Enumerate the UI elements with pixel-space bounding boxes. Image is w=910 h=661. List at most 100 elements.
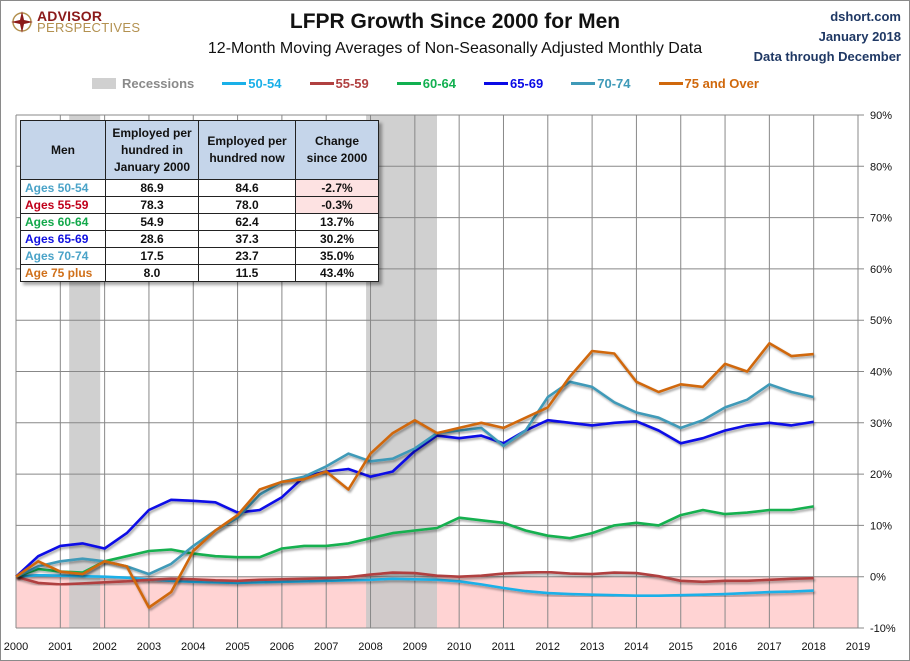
- table-row: Ages 65-69 28.6 37.3 30.2%: [20, 230, 379, 248]
- x-tick-label: 2015: [668, 641, 692, 653]
- legend-swatch: [309, 82, 334, 85]
- legend-item: 50-54: [222, 76, 282, 91]
- x-tick-label: 2016: [713, 641, 737, 653]
- x-tick-label: 2011: [492, 641, 516, 653]
- table-cell-now: 84.6: [198, 179, 296, 197]
- x-tick-label: 2013: [580, 641, 604, 653]
- y-tick-label: 0%: [870, 572, 886, 584]
- source-site: dshort.com: [830, 9, 901, 24]
- series-line-55-59: [15, 570, 814, 586]
- legend-item: 75 and Over: [658, 76, 759, 91]
- y-tick-label: 90%: [870, 110, 892, 122]
- x-tick-label: 2001: [48, 641, 72, 653]
- legend-swatch: [396, 82, 421, 85]
- table-cell-label: Ages 50-54: [20, 179, 106, 197]
- series-line-60-64: [15, 505, 814, 578]
- legend-swatch: [658, 82, 683, 85]
- legend-swatch: [571, 82, 596, 85]
- table-cell-change: 30.2%: [295, 230, 379, 248]
- chart-legend: Recessions 50-54 55-59 60-64 65-69 70-74 75 a…: [92, 76, 787, 91]
- y-tick-label: 60%: [870, 264, 892, 276]
- table-header-now: Employed per hundred now: [198, 120, 296, 180]
- x-tick-label: 2017: [757, 641, 781, 653]
- legend-item-recessions: Recessions: [92, 76, 194, 91]
- x-tick-label: 2019: [846, 641, 870, 653]
- series-line-70-74: [15, 380, 814, 578]
- x-tick-label: 2005: [225, 641, 249, 653]
- table-cell-label: Ages 70-74: [20, 247, 106, 265]
- legend-swatch-recessions: [92, 78, 116, 89]
- legend-item: 65-69: [484, 76, 543, 91]
- table-cell-change: -2.7%: [295, 179, 379, 197]
- y-tick-label: 50%: [870, 315, 892, 327]
- table-header-change: Change since 2000: [295, 120, 379, 180]
- y-tick-label: 10%: [870, 520, 892, 532]
- logo-line2: PERSPECTIVES: [37, 20, 141, 35]
- legend-label: 65-69: [510, 76, 544, 91]
- y-tick-label: 30%: [870, 418, 892, 430]
- chart-title: LFPR Growth Since 2000 for Men: [289, 10, 621, 33]
- legend-label: 55-59: [335, 76, 369, 91]
- x-tick-label: 2000: [4, 641, 28, 653]
- x-tick-label: 2004: [181, 641, 205, 653]
- table-cell-now: 78.0: [198, 196, 296, 214]
- table-cell-jan2000: 54.9: [105, 213, 199, 231]
- summary-table: Men Employed per hundred in January 2000…: [20, 120, 379, 282]
- compass-icon: [10, 10, 34, 34]
- legend-label: 75 and Over: [684, 76, 759, 91]
- table-cell-label: Ages 65-69: [20, 230, 106, 248]
- y-tick-label: 40%: [870, 367, 892, 379]
- table-cell-change: 13.7%: [295, 213, 379, 231]
- x-tick-label: 2009: [403, 641, 427, 653]
- x-tick-label: 2010: [447, 641, 471, 653]
- table-cell-jan2000: 28.6: [105, 230, 199, 248]
- table-header-row: Men Employed per hundred in January 2000…: [20, 120, 379, 180]
- table-cell-now: 37.3: [198, 230, 296, 248]
- chart-subtitle: 12-Month Moving Averages of Non-Seasonal…: [207, 40, 703, 57]
- logo-line1: ADVISOR: [37, 8, 103, 24]
- series-line-65-69: [15, 418, 814, 578]
- legend-label: 60-64: [422, 76, 457, 91]
- y-tick-label: 70%: [870, 213, 892, 225]
- table-cell-label: Ages 55-59: [20, 196, 106, 214]
- x-tick-label: 2006: [270, 641, 294, 653]
- table-cell-jan2000: 17.5: [105, 247, 199, 265]
- x-tick-label: 2014: [624, 641, 648, 653]
- table-cell-change: 43.4%: [295, 264, 379, 282]
- legend-label: 50-54: [248, 76, 282, 91]
- series-line-75-and-over: [15, 341, 814, 609]
- table-cell-now: 62.4: [198, 213, 296, 231]
- x-tick-label: 2007: [314, 641, 338, 653]
- y-tick-label: -10%: [870, 623, 896, 635]
- table-cell-label: Ages 60-64: [20, 213, 106, 231]
- x-tick-label: 2012: [536, 641, 560, 653]
- x-tick-label: 2003: [137, 641, 161, 653]
- x-tick-label: 2018: [801, 641, 825, 653]
- advisor-perspectives-logo: ADVISOR PERSPECTIVES: [10, 8, 141, 35]
- legend-item: 55-59: [309, 76, 369, 91]
- x-tick-label: 2008: [358, 641, 382, 653]
- table-header-jan2000: Employed per hundred in January 2000: [105, 120, 199, 180]
- table-cell-now: 11.5: [198, 264, 296, 282]
- table-cell-jan2000: 78.3: [105, 196, 199, 214]
- source-date: January 2018: [818, 29, 901, 44]
- legend-swatch: [484, 82, 509, 85]
- table-row: Age 75 plus 8.0 11.5 43.4%: [20, 264, 379, 282]
- legend-label: 70-74: [597, 76, 631, 91]
- table-row: Ages 70-74 17.5 23.7 35.0%: [20, 247, 379, 265]
- table-row: Ages 60-64 54.9 62.4 13.7%: [20, 213, 379, 231]
- table-cell-now: 23.7: [198, 247, 296, 265]
- table-header-men: Men: [20, 120, 106, 180]
- legend-item: 60-64: [396, 76, 457, 91]
- source-info: dshort.com January 2018 Data through Dec…: [754, 7, 901, 67]
- table-cell-change: 35.0%: [295, 247, 379, 265]
- source-note: Data through December: [753, 49, 901, 64]
- table-row: Ages 55-59 78.3 78.0 -0.3%: [20, 196, 379, 214]
- y-tick-label: 80%: [870, 161, 892, 173]
- y-tick-label: 20%: [870, 469, 892, 481]
- x-tick-label: 2002: [92, 641, 116, 653]
- table-cell-jan2000: 8.0: [105, 264, 199, 282]
- legend-label-recessions: Recessions: [122, 76, 195, 91]
- legend-swatch: [222, 82, 247, 85]
